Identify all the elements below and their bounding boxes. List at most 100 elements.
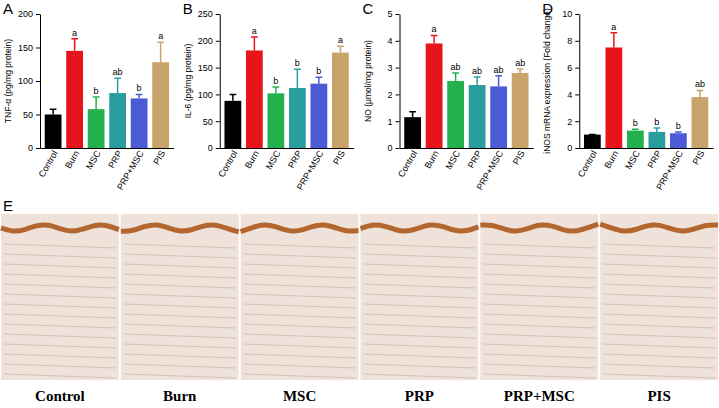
tissue-texture bbox=[603, 254, 715, 258]
tissue-texture bbox=[364, 314, 476, 318]
y-tick: 0 bbox=[387, 143, 399, 153]
y-axis-line bbox=[400, 15, 401, 149]
bar bbox=[310, 84, 327, 148]
x-tick-label: Control bbox=[216, 149, 239, 179]
y-tick-label: 2 bbox=[387, 90, 392, 100]
y-tick-mark bbox=[216, 121, 220, 122]
tissue-texture bbox=[124, 314, 236, 318]
x-axis: ControlBurnMSCPRPPRP+MSCPIS bbox=[576, 148, 714, 192]
significance-label: b bbox=[316, 66, 321, 76]
x-axis-line bbox=[580, 148, 714, 149]
error-stem bbox=[52, 109, 54, 114]
error-stem bbox=[613, 33, 615, 48]
tissue-texture bbox=[483, 374, 595, 378]
y-tick-label: 0 bbox=[208, 143, 213, 153]
significance-label: a bbox=[158, 31, 163, 41]
bar bbox=[404, 117, 421, 148]
error-bar bbox=[675, 132, 682, 133]
panel: C012345ControlBurnMSCPRPPRP+MSCPISNO (μm… bbox=[363, 0, 534, 192]
y-tick: 0 bbox=[208, 143, 220, 153]
error-bar bbox=[611, 33, 618, 48]
tissue-texture bbox=[364, 344, 476, 348]
tissue-texture bbox=[124, 284, 236, 288]
x-tick: PRP bbox=[646, 148, 664, 170]
x-tick: PRP bbox=[106, 148, 124, 170]
error-cap bbox=[273, 86, 280, 88]
y-tick: 0 bbox=[567, 143, 579, 153]
x-tick-label: Burn bbox=[602, 149, 620, 170]
y-tick-label: 1 bbox=[387, 117, 392, 127]
x-tick-label: PIS bbox=[331, 149, 347, 167]
epidermis bbox=[241, 225, 359, 232]
tissue-texture bbox=[124, 354, 236, 358]
tissue-texture bbox=[603, 354, 715, 358]
y-tick-label: 50 bbox=[203, 117, 213, 127]
image-caption: PIS bbox=[647, 388, 670, 404]
significance-label: a bbox=[338, 35, 343, 45]
bar bbox=[224, 101, 241, 148]
tissue-texture bbox=[244, 354, 356, 358]
image-background bbox=[241, 214, 359, 380]
tissue-texture bbox=[364, 304, 476, 308]
tissue-texture bbox=[483, 364, 595, 368]
y-tick-mark bbox=[575, 68, 579, 69]
x-tick-label: Burn bbox=[243, 149, 261, 170]
x-tick-label: PIS bbox=[691, 149, 707, 167]
y-tick-label: 2 bbox=[567, 117, 572, 127]
y-tick: 2 bbox=[567, 117, 579, 127]
x-tick-label: PRP bbox=[466, 149, 484, 170]
y-tick-mark bbox=[216, 148, 220, 149]
tissue-texture bbox=[603, 314, 715, 318]
bar bbox=[627, 131, 644, 148]
panel-title: E bbox=[3, 197, 13, 214]
tissue-texture bbox=[124, 324, 236, 328]
tissue-texture bbox=[244, 254, 356, 258]
error-cap bbox=[611, 32, 618, 34]
error-bar bbox=[431, 35, 438, 43]
tissue-texture bbox=[364, 334, 476, 338]
significance-label: b bbox=[94, 86, 99, 96]
y-tick: 200 bbox=[18, 9, 40, 19]
x-tick: PRP+MSC bbox=[295, 148, 326, 192]
x-tick-label: PRP+MSC bbox=[654, 148, 685, 191]
x-tick: Control bbox=[576, 148, 599, 179]
error-bar bbox=[589, 134, 596, 135]
y-tick-mark bbox=[575, 148, 579, 149]
tissue-texture bbox=[124, 304, 236, 308]
tissue-texture bbox=[364, 244, 476, 248]
image-caption: Control bbox=[35, 388, 85, 404]
y-tick: 100 bbox=[198, 90, 220, 100]
error-cap bbox=[517, 68, 524, 70]
x-tick: PRP+MSC bbox=[654, 148, 685, 192]
error-stem bbox=[455, 73, 457, 81]
significance-label: b bbox=[633, 118, 638, 128]
error-bar bbox=[654, 128, 661, 132]
error-cap bbox=[495, 75, 502, 77]
y-tick-label: 0 bbox=[567, 143, 572, 153]
tissue-texture bbox=[364, 294, 476, 298]
x-tick-label: Burn bbox=[422, 149, 440, 170]
y-axis: 012345 bbox=[387, 9, 400, 153]
epidermis bbox=[600, 224, 718, 231]
y-tick-label: 4 bbox=[387, 36, 392, 46]
tissue-texture bbox=[4, 334, 116, 338]
y-tick: 3 bbox=[387, 63, 399, 73]
x-tick-label: Control bbox=[396, 149, 419, 179]
bar bbox=[426, 43, 443, 148]
epidermis bbox=[121, 225, 239, 232]
y-axis-title: IL-6 (pg/mg protein) bbox=[183, 44, 193, 119]
bar bbox=[469, 85, 486, 148]
y-tick: 200 bbox=[198, 36, 220, 46]
x-tick-label: PRP bbox=[106, 149, 124, 170]
panel-title: C bbox=[363, 0, 374, 17]
y-tick: 0 bbox=[28, 143, 40, 153]
error-cap bbox=[431, 35, 438, 37]
epidermis bbox=[1, 225, 119, 231]
tissue-texture bbox=[603, 284, 715, 288]
error-stem bbox=[117, 78, 119, 93]
bar bbox=[490, 86, 507, 148]
histology-image bbox=[121, 214, 239, 380]
y-tick-mark bbox=[396, 148, 400, 149]
bar bbox=[648, 132, 665, 148]
y-tick-label: 200 bbox=[18, 9, 33, 19]
